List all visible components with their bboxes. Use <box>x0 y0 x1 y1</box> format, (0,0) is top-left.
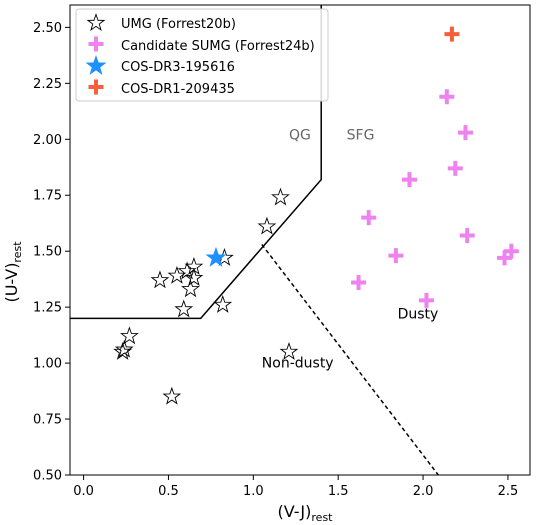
annotation-qg: QG <box>289 127 311 143</box>
legend-box <box>75 8 329 102</box>
legend-label-umg: UMG (Forrest20b) <box>121 17 236 32</box>
point-umg-2 <box>120 326 139 345</box>
point-candidate-sumg-1 <box>361 210 377 226</box>
y-axis-ticks: 0.50 0.75 1.00 1.25 1.50 1.75 2.00 2.25 2.50 <box>33 21 70 484</box>
dusty-divider-line <box>261 244 439 476</box>
point-candidate-sumg-0 <box>351 275 367 291</box>
point-umg-9 <box>184 256 204 275</box>
legend-label-cos-dr1: COS-DR1-209435 <box>121 82 235 97</box>
point-umg-14 <box>271 187 290 206</box>
point-candidate-sumg-8 <box>459 228 475 244</box>
point-umg-15 <box>279 342 299 360</box>
y-tick-label-2: 1.00 <box>33 357 62 372</box>
x-tick-label-4: 2.0 <box>413 484 434 499</box>
x-axis-label-subscript: rest <box>311 511 333 524</box>
x-tick-label-0: 0.0 <box>73 484 94 499</box>
plot-content <box>70 5 519 476</box>
y-tick-label-5: 1.75 <box>33 189 62 204</box>
point-umg-3 <box>150 270 170 289</box>
y-axis-label-main: (U-V) <box>2 263 21 303</box>
point-umg-8 <box>181 279 200 298</box>
legend-entry-candidate-sumg: Candidate SUMG (Forrest24b) <box>88 36 315 54</box>
point-umg-6 <box>174 299 194 318</box>
legend-entry-cos-dr3: COS-DR3-195616 <box>85 54 235 75</box>
y-tick-label-0: 0.50 <box>33 469 62 484</box>
legend-marker-umg <box>86 13 106 31</box>
x-tick-label-1: 0.5 <box>158 484 179 499</box>
x-tick-label-5: 2.5 <box>498 484 519 499</box>
point-candidate-sumg-7 <box>457 125 473 141</box>
region-annotations: QG SFG Dusty Non-dusty <box>262 127 439 371</box>
point-cos-dr3-0 <box>205 246 227 267</box>
point-umg-11 <box>213 295 233 313</box>
legend-entry-cos-dr1: COS-DR1-209435 <box>88 79 235 97</box>
point-candidate-sumg-3 <box>401 172 417 188</box>
legend-marker-cos-dr3 <box>85 54 107 75</box>
x-tick-label-3: 1.5 <box>328 484 349 499</box>
x-axis-label-main: (V-J) <box>278 502 312 521</box>
point-umg-0 <box>113 342 133 360</box>
point-umg-10 <box>184 268 204 287</box>
legend: UMG (Forrest20b) Candidate SUMG (Forrest… <box>75 8 329 102</box>
x-axis-label: (V-J)rest <box>278 502 334 524</box>
x-tick-label-2: 1.0 <box>243 484 264 499</box>
annotation-non-dusty: Non-dusty <box>262 356 334 372</box>
y-tick-label-7: 2.25 <box>33 77 62 92</box>
annotation-dusty: Dusty <box>398 306 439 322</box>
legend-marker-candidate-sumg <box>88 36 104 52</box>
point-umg-1 <box>114 339 134 358</box>
point-umg-13 <box>257 216 277 235</box>
point-umg-7 <box>177 261 197 280</box>
y-axis-label: (U-V)rest <box>2 241 24 303</box>
point-candidate-sumg-4 <box>418 292 434 308</box>
point-candidate-sumg-5 <box>439 89 455 105</box>
y-tick-label-3: 1.25 <box>33 301 62 316</box>
y-tick-label-4: 1.50 <box>33 245 62 260</box>
x-axis-ticks: 0.0 0.5 1.0 1.5 2.0 2.5 <box>73 475 518 499</box>
y-tick-label-8: 2.50 <box>33 21 62 36</box>
point-candidate-sumg-10 <box>503 243 519 259</box>
y-tick-label-1: 0.75 <box>33 413 62 428</box>
point-candidate-sumg-2 <box>388 248 404 264</box>
legend-entry-umg: UMG (Forrest20b) <box>86 13 236 32</box>
annotation-sfg: SFG <box>347 127 375 143</box>
legend-label-cos-dr3: COS-DR3-195616 <box>121 60 235 75</box>
legend-marker-cos-dr1 <box>88 79 104 95</box>
y-tick-label-6: 2.00 <box>33 133 62 148</box>
point-candidate-sumg-6 <box>447 160 463 176</box>
point-umg-4 <box>162 386 182 405</box>
y-axis-label-subscript: rest <box>11 241 24 263</box>
legend-label-candidate-sumg: Candidate SUMG (Forrest24b) <box>121 39 315 54</box>
point-umg-5 <box>167 265 187 284</box>
point-cos-dr1-0 <box>444 26 460 42</box>
plot-frame <box>69 4 531 476</box>
